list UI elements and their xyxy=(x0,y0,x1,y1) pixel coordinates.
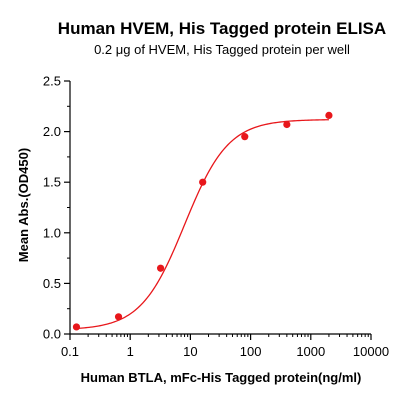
chart-subtitle: 0.2 μg of HVEM, His Tagged protein per w… xyxy=(94,42,350,57)
x-tick-label: 1 xyxy=(127,344,134,359)
y-axis-label: Mean Abs.(OD450) xyxy=(16,148,31,262)
axes xyxy=(69,81,371,335)
data-point xyxy=(157,264,165,272)
fit-curve xyxy=(76,119,329,330)
x-axis-ticks: 0.1 1 10 100 1000 10000 xyxy=(61,334,389,359)
data-point xyxy=(241,133,249,141)
x-tick-label: 1000 xyxy=(296,344,325,359)
y-tick-label: 1.5 xyxy=(43,175,61,190)
y-tick-label: 2.0 xyxy=(43,124,61,139)
data-point xyxy=(114,313,123,321)
x-tick-label: 100 xyxy=(240,344,262,359)
x-tick-label: 0.1 xyxy=(61,344,79,359)
x-axis-label: Human BTLA, mFc-His Tagged protein(ng/ml… xyxy=(81,370,362,385)
data-point xyxy=(283,120,291,129)
x-tick-label: 10 xyxy=(183,344,197,359)
data-point xyxy=(199,178,207,186)
x-tick-label: 10000 xyxy=(353,344,389,359)
chart-title: Human HVEM, His Tagged protein ELISA xyxy=(58,19,386,38)
y-tick-label: 1.0 xyxy=(43,225,61,240)
data-point xyxy=(72,323,81,331)
y-tick-label: 0.0 xyxy=(43,327,61,342)
y-tick-label: 2.5 xyxy=(43,74,61,89)
data-point xyxy=(325,111,333,120)
data-points xyxy=(72,111,333,331)
y-tick-label: 0.5 xyxy=(43,276,61,291)
y-axis-ticks: 0.0 0.5 1.0 1.5 2.0 2.5 xyxy=(43,74,70,342)
